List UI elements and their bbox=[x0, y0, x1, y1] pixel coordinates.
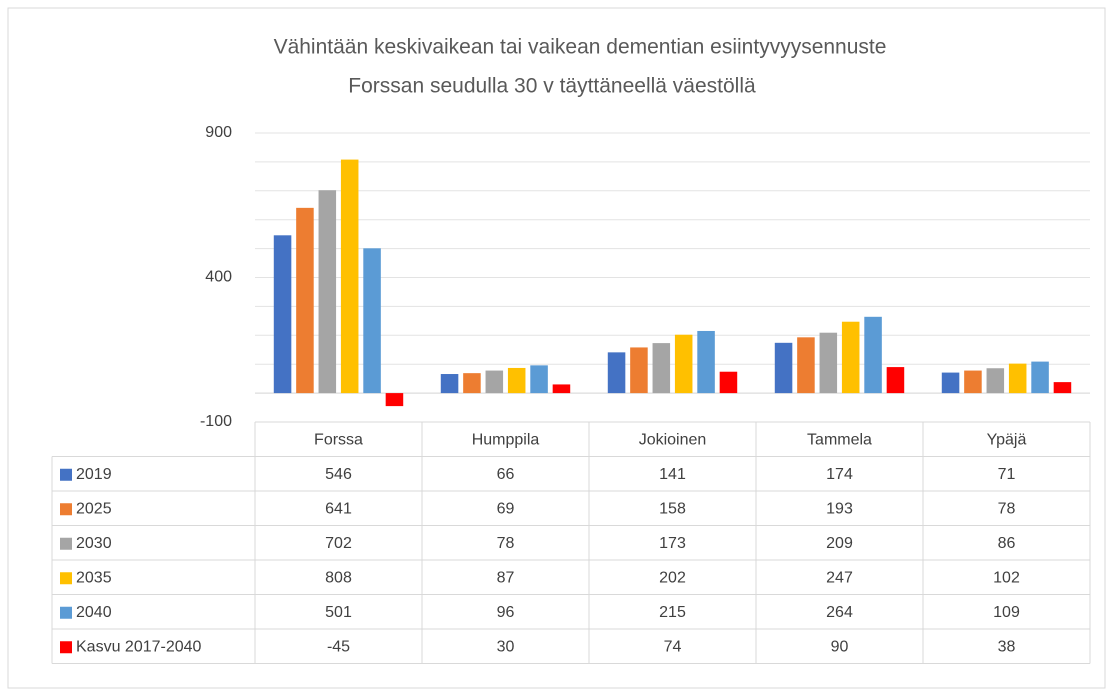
bar bbox=[1031, 361, 1049, 394]
table-cell: 209 bbox=[826, 535, 853, 552]
bar bbox=[797, 337, 815, 394]
bar bbox=[674, 334, 693, 394]
legend-key bbox=[60, 503, 72, 516]
y-tick-label: 900 bbox=[205, 124, 232, 141]
table-cell: 158 bbox=[659, 500, 686, 517]
table-cell: 78 bbox=[497, 535, 515, 552]
bar bbox=[864, 316, 882, 394]
table-cell: 86 bbox=[998, 535, 1016, 552]
bar bbox=[652, 343, 671, 394]
bar bbox=[886, 367, 905, 394]
table-cell: 66 bbox=[497, 466, 515, 483]
table-cell: 78 bbox=[998, 500, 1016, 517]
bar bbox=[941, 372, 960, 394]
table-cell: 193 bbox=[826, 500, 853, 517]
bar bbox=[318, 190, 337, 394]
bar bbox=[697, 330, 715, 394]
legend-label: 2025 bbox=[76, 500, 112, 517]
table-cell: 546 bbox=[325, 466, 352, 483]
table-cell: 69 bbox=[497, 500, 515, 517]
y-tick-label: -100 bbox=[200, 413, 232, 430]
legend-label: 2040 bbox=[76, 604, 112, 621]
bar bbox=[1053, 382, 1072, 394]
table-cell: 96 bbox=[497, 604, 515, 621]
table-cell: 264 bbox=[826, 604, 853, 621]
chart-frame bbox=[7, 7, 1106, 689]
table-cell: 102 bbox=[993, 569, 1020, 586]
table-cell: -45 bbox=[327, 638, 350, 655]
table-cell: 90 bbox=[831, 638, 849, 655]
legend-label: Kasvu 2017-2040 bbox=[76, 638, 202, 655]
bar bbox=[841, 321, 860, 394]
chart-title: Forssan seudulla 30 v täyttäneellä väest… bbox=[348, 75, 756, 98]
bar bbox=[485, 370, 504, 394]
bar bbox=[774, 342, 793, 394]
bar bbox=[340, 159, 359, 394]
table-cell: 702 bbox=[325, 535, 352, 552]
table-cell: 109 bbox=[993, 604, 1020, 621]
bar bbox=[296, 207, 314, 394]
bar bbox=[385, 393, 404, 407]
table-cell: 174 bbox=[826, 466, 853, 483]
bar bbox=[530, 365, 548, 394]
legend-label: 2019 bbox=[76, 466, 112, 483]
bar bbox=[719, 371, 738, 394]
table-header: Tammela bbox=[807, 431, 872, 448]
bar bbox=[819, 332, 838, 394]
table-cell: 30 bbox=[497, 638, 515, 655]
legend-key bbox=[60, 537, 72, 550]
bar bbox=[630, 347, 648, 394]
table-cell: 215 bbox=[659, 604, 686, 621]
table-cell: 141 bbox=[659, 466, 686, 483]
legend-label: 2035 bbox=[76, 569, 112, 586]
table-cell: 247 bbox=[826, 569, 853, 586]
bar bbox=[463, 373, 481, 394]
bar bbox=[986, 368, 1005, 394]
table-cell: 641 bbox=[325, 500, 352, 517]
legend-key bbox=[60, 641, 72, 654]
bar bbox=[552, 384, 571, 394]
table-cell: 87 bbox=[497, 569, 515, 586]
legend-key bbox=[60, 572, 72, 585]
bar bbox=[440, 374, 459, 394]
chart-title: Vähintään keskivaikean tai vaikean demen… bbox=[274, 36, 887, 59]
table-cell: 173 bbox=[659, 535, 686, 552]
table-cell: 74 bbox=[664, 638, 682, 655]
legend-label: 2030 bbox=[76, 535, 112, 552]
bar bbox=[507, 367, 526, 394]
bar bbox=[1008, 363, 1027, 394]
table-header: Ypäjä bbox=[987, 431, 1027, 448]
bar bbox=[273, 235, 292, 394]
table-header: Humppila bbox=[472, 431, 540, 448]
bar bbox=[964, 370, 982, 394]
bar bbox=[607, 352, 626, 394]
table-header: Forssa bbox=[314, 431, 363, 448]
table-cell: 808 bbox=[325, 569, 352, 586]
table-header: Jokioinen bbox=[639, 431, 707, 448]
legend-key bbox=[60, 606, 72, 619]
table-cell: 71 bbox=[998, 466, 1016, 483]
table-cell: 501 bbox=[325, 604, 352, 621]
table-cell: 202 bbox=[659, 569, 686, 586]
y-tick-label: 400 bbox=[205, 269, 232, 286]
table-cell: 38 bbox=[998, 638, 1016, 655]
bar bbox=[363, 248, 381, 394]
legend-key bbox=[60, 468, 72, 481]
